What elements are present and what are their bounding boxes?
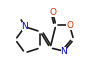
Text: N: N	[21, 22, 28, 31]
Text: N: N	[61, 47, 67, 56]
Text: O: O	[66, 21, 73, 30]
Text: O: O	[49, 8, 56, 17]
